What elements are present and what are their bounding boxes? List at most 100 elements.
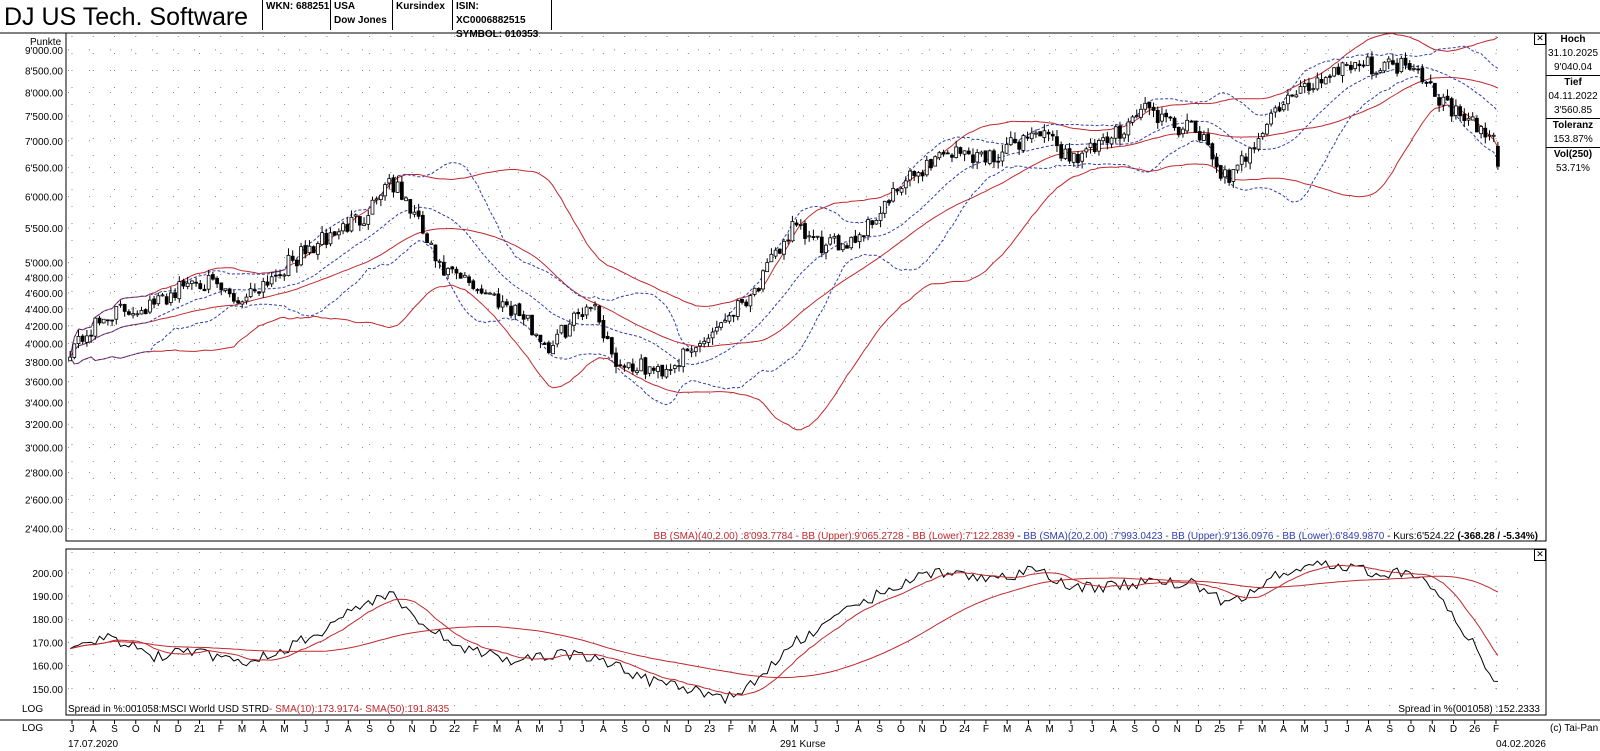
- spread-lines: [69, 560, 1499, 705]
- candle-body: [416, 210, 421, 217]
- candle-body: [651, 367, 656, 371]
- legend-spread: Spread in %:001058:MSCI World USD STRD: [68, 704, 269, 715]
- x-tick-label: M: [1301, 724, 1309, 735]
- candle-body: [420, 215, 425, 234]
- candle-body: [1361, 64, 1366, 67]
- candle-body: [1386, 58, 1391, 63]
- candle-body: [849, 236, 854, 249]
- candle-body: [253, 289, 257, 292]
- candle-body: [950, 154, 954, 158]
- candle-body: [1315, 77, 1320, 90]
- x-tick-label: J: [580, 724, 585, 735]
- candle-body: [341, 223, 345, 232]
- candle-body: [971, 154, 975, 163]
- candle-body: [1122, 133, 1127, 139]
- candle-body: [1458, 106, 1462, 117]
- x-tick-label: J: [1323, 724, 1328, 735]
- candle-body: [1340, 62, 1345, 76]
- candle-body: [425, 233, 429, 244]
- candle-body: [916, 172, 921, 177]
- candle-body: [513, 304, 518, 315]
- candle-body: [227, 288, 232, 295]
- candle-body: [349, 216, 354, 232]
- x-tick-label: N: [919, 724, 926, 735]
- candle-body: [85, 335, 89, 343]
- candle-body: [622, 365, 627, 368]
- candle-body: [1113, 126, 1118, 139]
- candle-body: [1218, 165, 1223, 179]
- candle-body: [714, 327, 719, 332]
- candle-body: [261, 281, 266, 293]
- candle-body: [1365, 56, 1370, 66]
- candle-body: [1097, 140, 1101, 152]
- candle-body: [744, 301, 749, 307]
- x-tick-label: S: [111, 724, 118, 735]
- candle-body: [702, 340, 707, 345]
- candle-body: [1189, 120, 1194, 123]
- candle-body: [727, 315, 732, 322]
- candle-body: [336, 231, 341, 236]
- candle-body: [467, 276, 471, 283]
- close-sub-icon[interactable]: ✕: [1534, 549, 1546, 561]
- candle-body: [1281, 104, 1286, 111]
- candle-body: [681, 348, 686, 368]
- country-index-cell: USA Dow Jones: [330, 0, 392, 30]
- main-grid: [68, 36, 1530, 536]
- candle-body: [1227, 169, 1232, 183]
- candle-body: [878, 213, 883, 221]
- candle-body: [1197, 131, 1202, 141]
- candle-body: [479, 288, 484, 294]
- candle-body: [1092, 142, 1097, 153]
- candle-body: [992, 150, 996, 163]
- sub-legend: Spread in %:001058:MSCI World USD STRD- …: [68, 704, 450, 715]
- candle-body: [454, 268, 459, 274]
- candle-body: [307, 245, 312, 253]
- candle-body: [1428, 81, 1433, 84]
- x-tick-label: A: [1280, 724, 1287, 735]
- candle-body: [1466, 117, 1471, 121]
- candle-body: [975, 152, 980, 163]
- x-tick-label: O: [132, 724, 140, 735]
- candle-body: [1223, 169, 1227, 178]
- index-type-cell: Kursindex: [392, 0, 452, 30]
- candle-body: [122, 304, 127, 312]
- sub-grid: [68, 552, 1530, 712]
- candle-body: [1155, 109, 1160, 123]
- candle-body: [1013, 138, 1017, 144]
- candle-body: [1412, 67, 1416, 70]
- candle-body: [1403, 57, 1408, 66]
- candle-body: [437, 261, 442, 263]
- candle-body: [685, 348, 690, 352]
- x-tick-label: N: [1174, 724, 1181, 735]
- isin-label: ISIN: XC0006882515: [456, 1, 526, 26]
- candle-body: [68, 356, 72, 362]
- candle-body: [429, 242, 434, 245]
- candle-body: [412, 211, 417, 215]
- x-tick-label: N: [663, 724, 670, 735]
- candle-body: [983, 150, 988, 163]
- candle-body: [929, 159, 933, 169]
- candle-body: [1332, 67, 1336, 77]
- bb-short-sma-line: [69, 65, 1499, 366]
- candle-body: [1302, 83, 1307, 88]
- candle-body: [265, 281, 270, 286]
- candle-body: [1055, 136, 1059, 147]
- candle-body: [1307, 82, 1311, 91]
- candle-body: [173, 292, 177, 299]
- candle-body: [1424, 82, 1429, 84]
- candle-body: [1084, 148, 1089, 153]
- info-panel: Hoch 31.10.2025 9'040.04 Tief 04.11.2022…: [1546, 33, 1600, 176]
- candle-body: [1210, 143, 1215, 160]
- candle-body: [1164, 112, 1169, 118]
- y-tick-label-sub: 160.00: [32, 662, 63, 673]
- close-main-icon[interactable]: ✕: [1534, 33, 1546, 45]
- x-tick-label: M: [790, 724, 798, 735]
- candle-body: [891, 188, 896, 202]
- candle-body: [152, 298, 156, 305]
- x-tick-label: D: [430, 724, 437, 735]
- candle-body: [689, 350, 694, 353]
- candle-body: [828, 237, 833, 245]
- candle-body: [1160, 113, 1164, 122]
- wkn-cell: WKN: 688251: [262, 0, 330, 30]
